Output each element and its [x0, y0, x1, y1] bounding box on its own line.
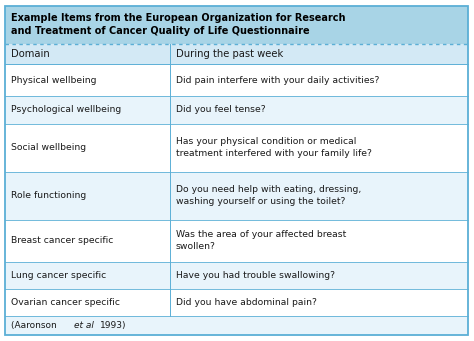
Text: 1993): 1993) [100, 322, 127, 330]
Text: Domain: Domain [11, 49, 50, 59]
FancyBboxPatch shape [6, 96, 468, 123]
Text: Breast cancer specific: Breast cancer specific [11, 236, 114, 245]
Text: Example Items from the European Organization for Research
and Treatment of Cance: Example Items from the European Organiza… [11, 13, 346, 36]
Text: Did you have abdominal pain?: Did you have abdominal pain? [176, 298, 317, 307]
FancyBboxPatch shape [6, 172, 468, 220]
Text: (Aaronson: (Aaronson [11, 322, 60, 330]
Text: Physical wellbeing: Physical wellbeing [11, 76, 97, 85]
FancyBboxPatch shape [6, 64, 468, 96]
Text: Psychological wellbeing: Psychological wellbeing [11, 105, 122, 115]
FancyBboxPatch shape [6, 262, 468, 289]
Text: During the past week: During the past week [176, 49, 283, 59]
Text: Has your physical condition or medical
treatment interfered with your family lif: Has your physical condition or medical t… [176, 137, 372, 158]
Text: Role functioning: Role functioning [11, 191, 87, 200]
Text: Do you need help with eating, dressing,
washing yourself or using the toilet?: Do you need help with eating, dressing, … [176, 185, 361, 206]
Text: Did you feel tense?: Did you feel tense? [176, 105, 265, 115]
Text: Did pain interfere with your daily activities?: Did pain interfere with your daily activ… [176, 76, 379, 85]
FancyBboxPatch shape [6, 44, 468, 64]
FancyBboxPatch shape [6, 220, 468, 262]
FancyBboxPatch shape [6, 289, 468, 316]
Text: Ovarian cancer specific: Ovarian cancer specific [11, 298, 120, 307]
Text: et al: et al [74, 322, 94, 330]
FancyBboxPatch shape [6, 316, 468, 336]
Text: Have you had trouble swallowing?: Have you had trouble swallowing? [176, 271, 335, 280]
Text: Was the area of your affected breast
swollen?: Was the area of your affected breast swo… [176, 231, 346, 251]
Text: Lung cancer specific: Lung cancer specific [11, 271, 107, 280]
Text: Social wellbeing: Social wellbeing [11, 143, 87, 152]
FancyBboxPatch shape [6, 123, 468, 172]
FancyBboxPatch shape [6, 5, 468, 44]
